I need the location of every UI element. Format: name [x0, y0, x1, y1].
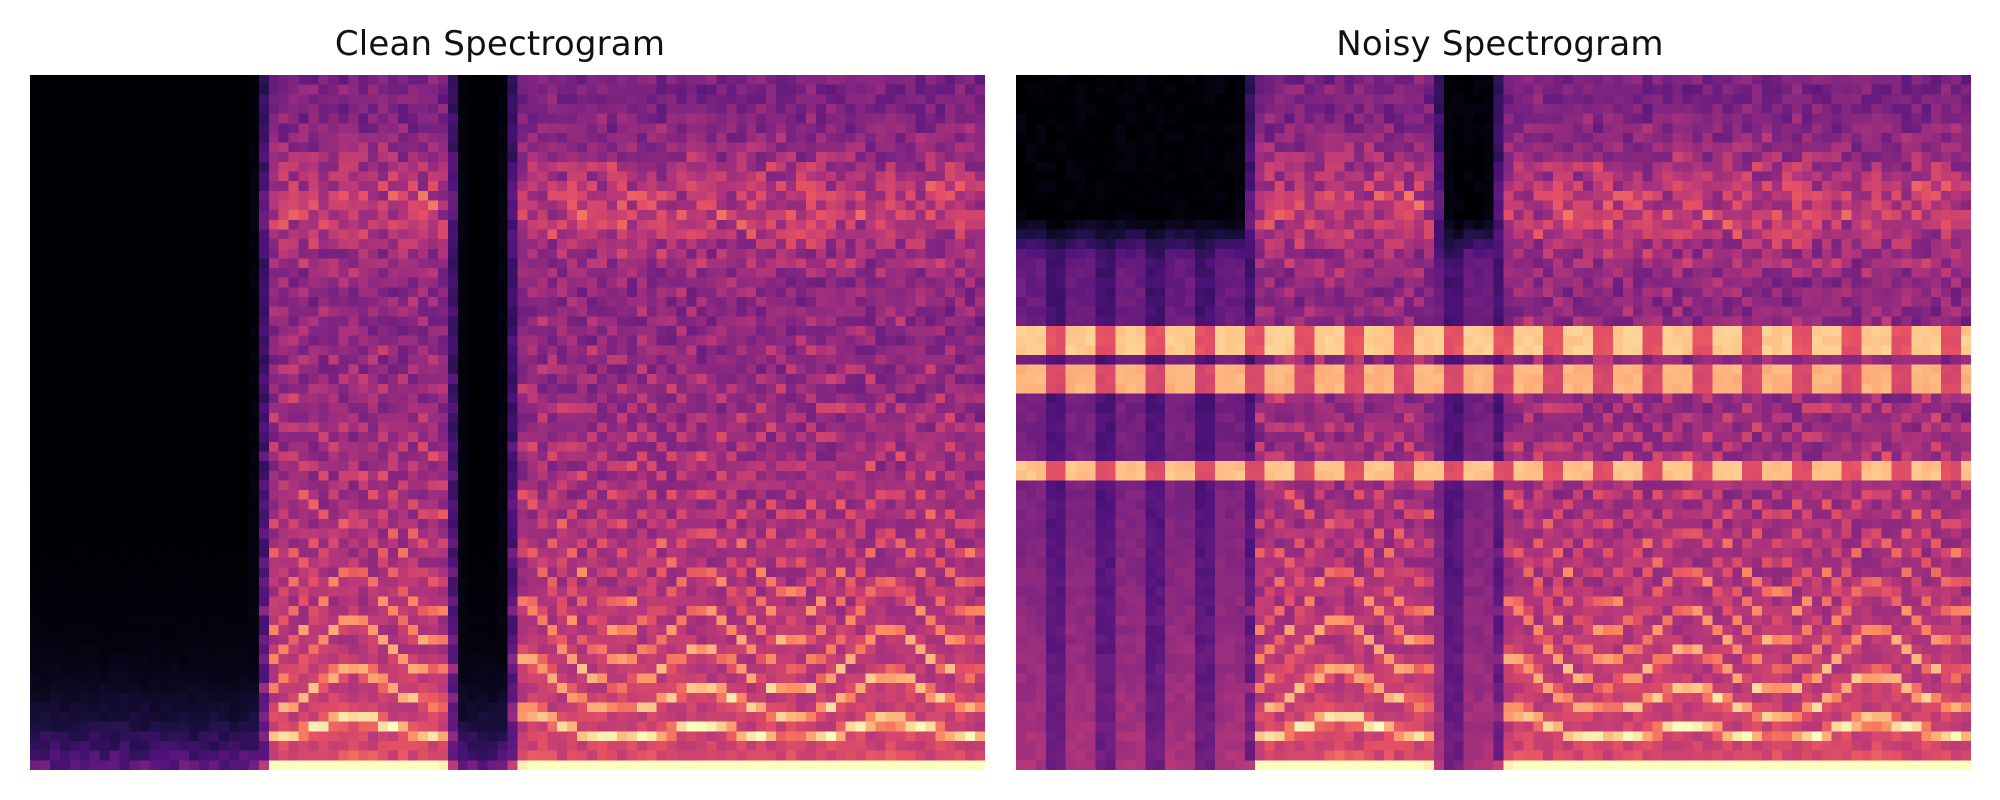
- noisy-spectrogram-plot-area: [1016, 75, 1971, 770]
- noisy-spectrogram-panel: Noisy Spectrogram: [1000, 0, 2000, 800]
- clean-spectrogram-heatmap: [30, 75, 985, 770]
- clean-spectrogram-title: Clean Spectrogram: [334, 24, 666, 64]
- noisy-spectrogram-title: Noisy Spectrogram: [1336, 24, 1664, 64]
- clean-spectrogram-panel: Clean Spectrogram: [30, 24, 985, 770]
- noisy-spectrogram-heatmap: [1016, 75, 1971, 770]
- clean-spectrogram-plot-area: [30, 75, 985, 770]
